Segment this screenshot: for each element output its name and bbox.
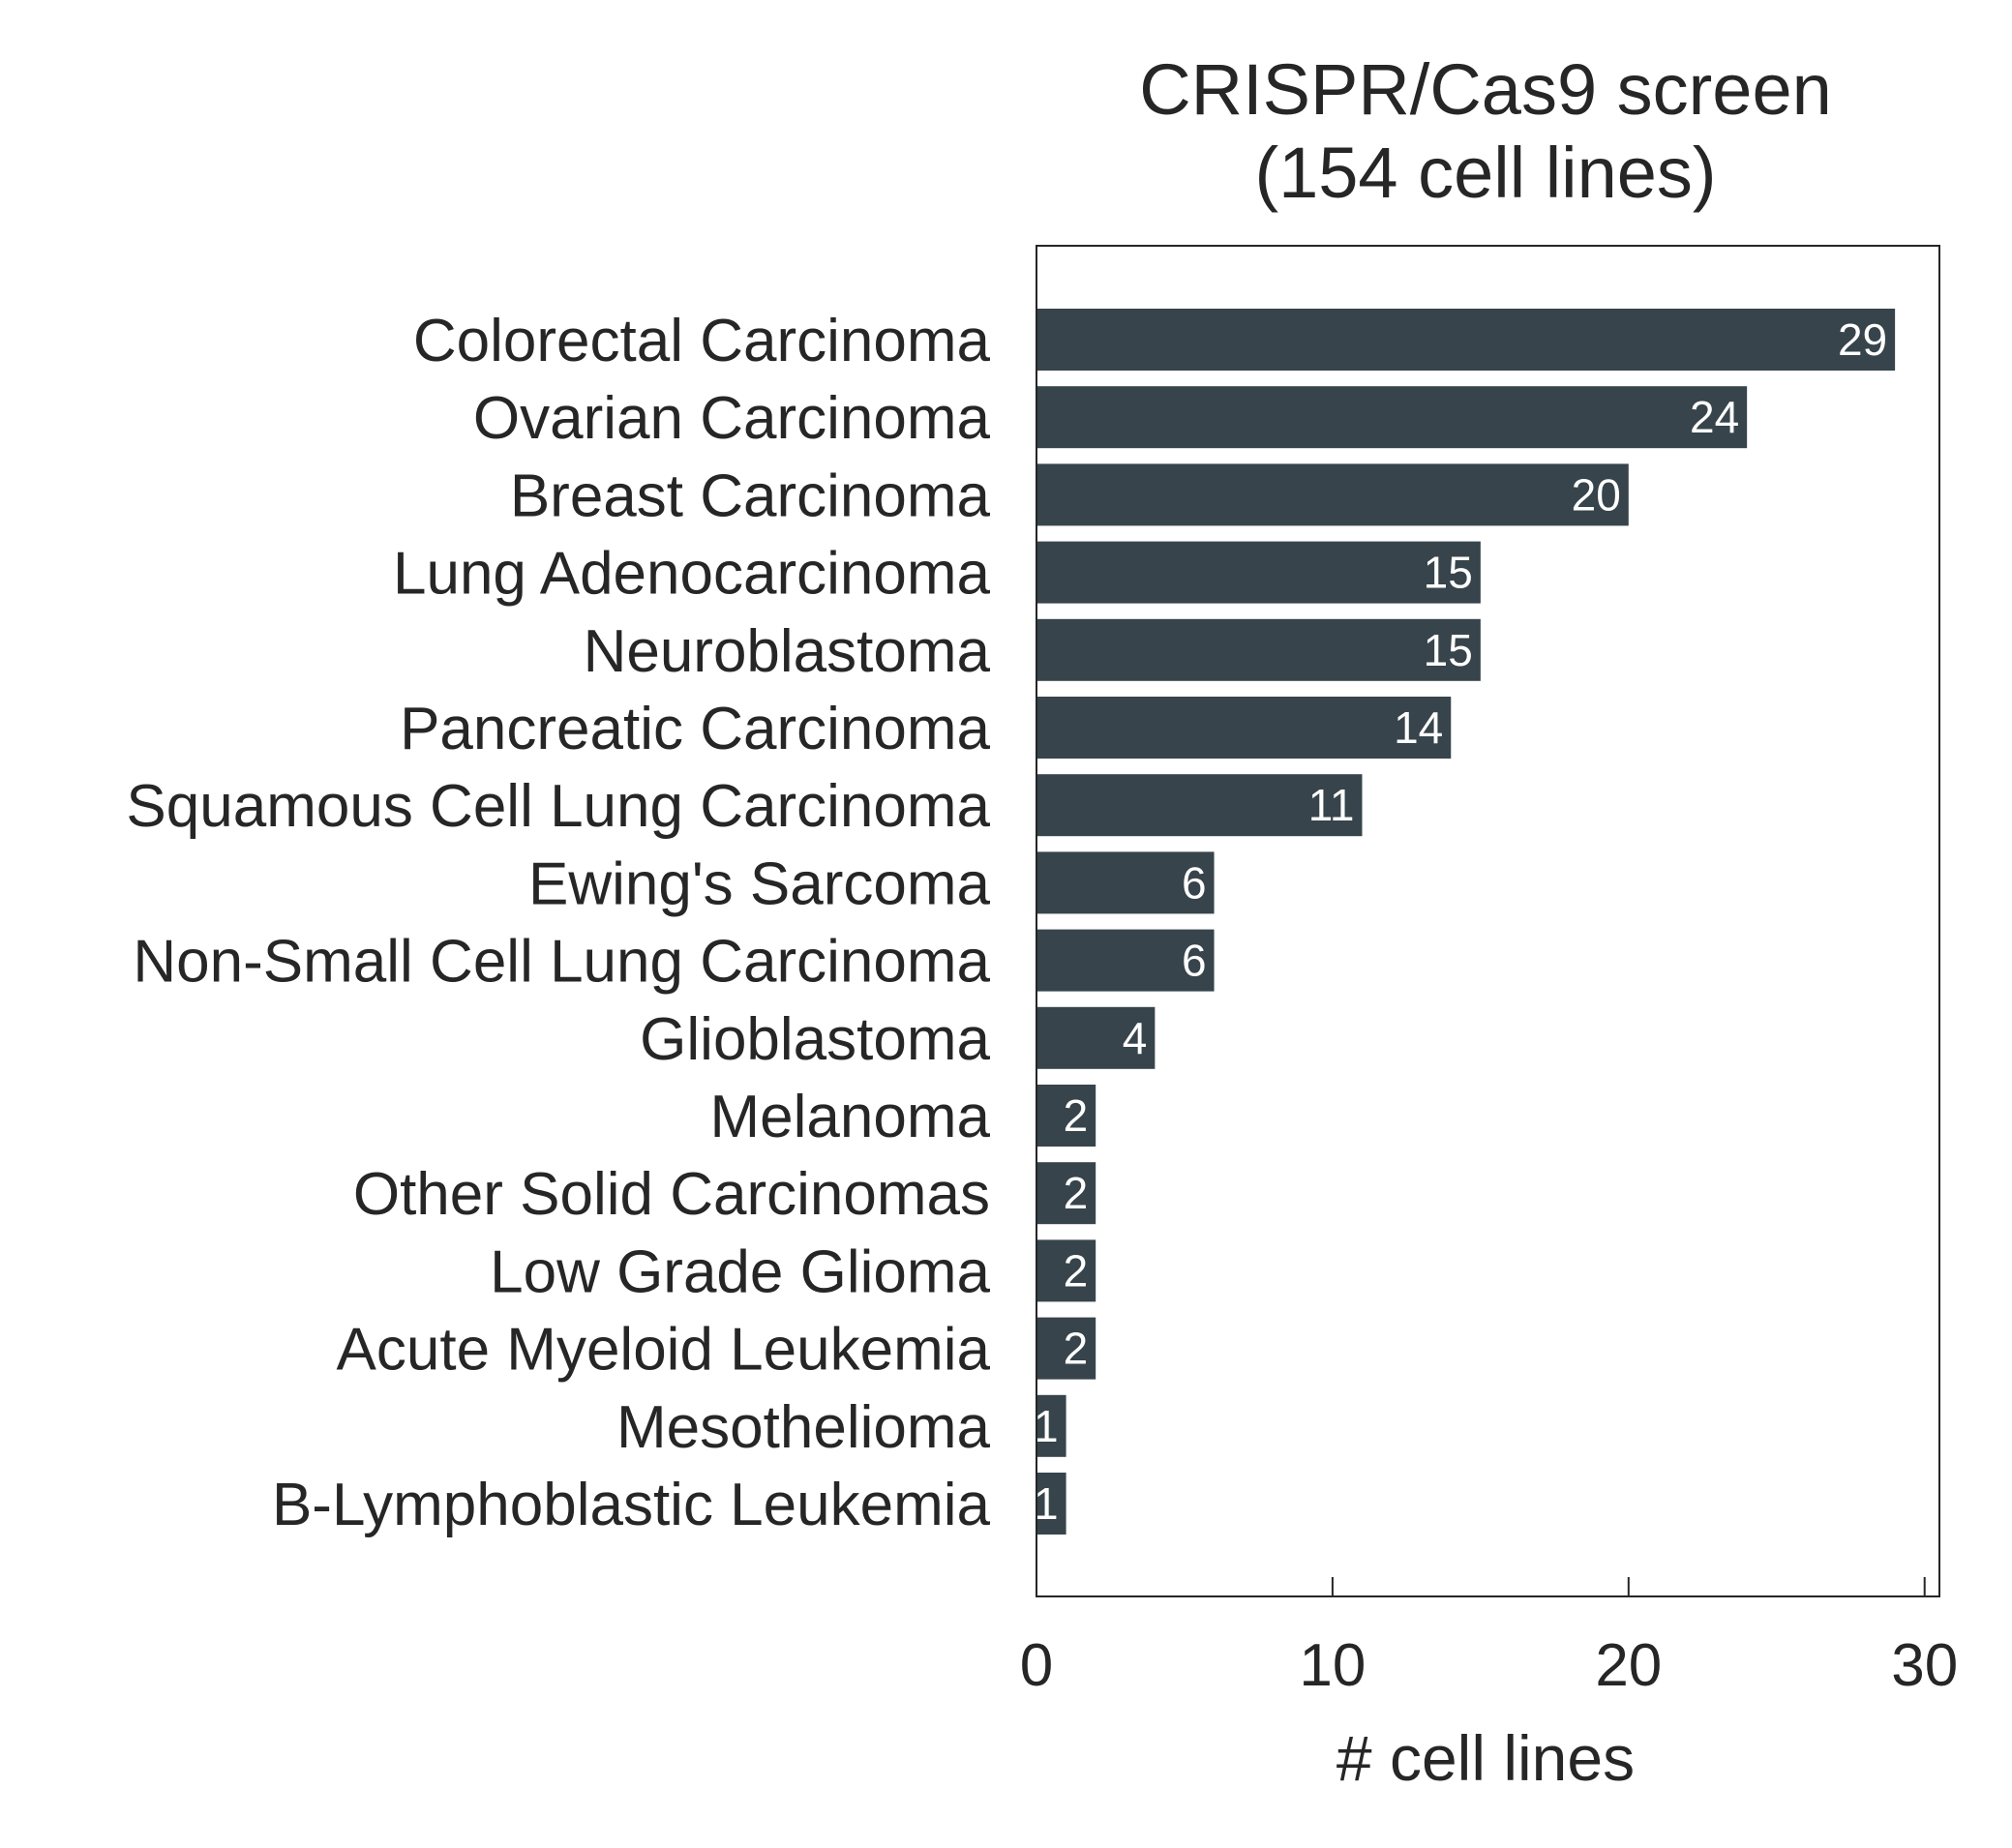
category-label: Pancreatic Carcinoma (400, 696, 990, 762)
category-label: Breast Carcinoma (510, 462, 991, 529)
x-tick-label: 10 (1299, 1632, 1366, 1699)
bar-value-label: 2 (1064, 1090, 1089, 1141)
x-tick-label: 30 (1891, 1632, 1958, 1699)
category-label: Neuroblastoma (584, 618, 991, 685)
category-label: Ovarian Carcinoma (473, 385, 991, 452)
bar-value-label: 14 (1394, 702, 1443, 753)
category-label: Non-Small Cell Lung Carcinoma (133, 929, 990, 996)
bar-value-label: 6 (1182, 857, 1207, 908)
x-axis-ticks: 0 10 20 30 (1020, 1577, 1958, 1699)
bar (1036, 386, 1748, 449)
chart-title-line-1: CRISPR/Cas9 screen (1139, 49, 1832, 130)
category-labels: Colorectal Carcinoma Ovarian Carcinoma Bre… (126, 308, 990, 1538)
bar-value-label: 1 (1034, 1401, 1059, 1451)
bar (1036, 1239, 1096, 1302)
bar-value-label: 15 (1424, 625, 1473, 675)
bar-value-label: 29 (1838, 314, 1887, 365)
bar-value-label: 24 (1690, 392, 1739, 442)
category-label: Acute Myeloid Leukemia (337, 1317, 991, 1384)
bar-value-label: 11 (1308, 780, 1355, 830)
bar (1036, 697, 1452, 759)
x-tick-label: 0 (1020, 1632, 1053, 1699)
bar (1036, 463, 1629, 526)
bar (1036, 774, 1363, 837)
category-label: Other Solid Carcinomas (353, 1161, 990, 1228)
category-label: Squamous Cell Lung Carcinoma (126, 773, 990, 840)
bar (1036, 1006, 1156, 1069)
chart-title-line-2: (154 cell lines) (1254, 133, 1716, 213)
x-axis-label: # cell lines (1336, 1722, 1635, 1794)
bar-value-label: 4 (1123, 1013, 1148, 1063)
category-label: B-Lymphoblastic Leukemia (272, 1472, 991, 1538)
bar (1036, 1473, 1066, 1535)
bar-value-label: 2 (1064, 1168, 1089, 1218)
category-label: Ewing's Sarcoma (528, 850, 991, 917)
x-tick-label: 20 (1595, 1632, 1662, 1699)
bar (1036, 541, 1481, 604)
bar-value-label: 1 (1034, 1478, 1059, 1529)
category-label: Low Grade Glioma (490, 1238, 990, 1305)
bar (1036, 1317, 1096, 1380)
bar (1036, 851, 1215, 914)
category-label: Glioblastoma (640, 1006, 990, 1073)
bar-value-label: 15 (1424, 548, 1473, 598)
category-label: Melanoma (710, 1084, 991, 1150)
bar-value-label: 2 (1064, 1324, 1089, 1374)
bar (1036, 1394, 1066, 1457)
bar-value-label: 6 (1182, 936, 1207, 986)
bar-value-label: 2 (1064, 1245, 1089, 1296)
plot-frame (1036, 245, 1940, 1597)
category-label: Lung Adenocarcinoma (393, 541, 991, 608)
bar (1036, 1162, 1096, 1225)
category-label: Mesothelioma (616, 1394, 990, 1461)
bar (1036, 1085, 1096, 1147)
bar (1036, 309, 1896, 371)
bar (1036, 618, 1481, 681)
category-label: Colorectal Carcinoma (413, 308, 991, 374)
bars-group (1036, 309, 1896, 1535)
bar-value-label: 20 (1572, 469, 1621, 520)
bar (1036, 929, 1215, 992)
